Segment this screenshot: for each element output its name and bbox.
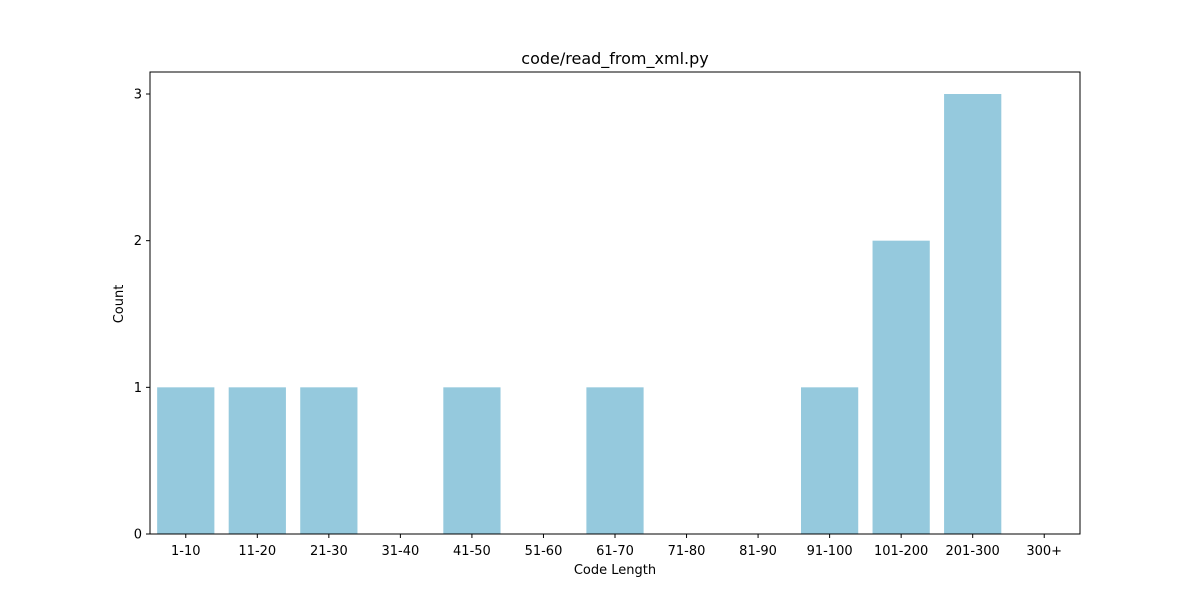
bars-group: [157, 94, 1002, 534]
x-tick-label: 71-80: [668, 544, 706, 559]
bar-91-100: [801, 387, 859, 534]
x-tick-label: 11-20: [238, 544, 276, 559]
x-tick-label: 1-10: [171, 544, 201, 559]
x-tick-label: 81-90: [739, 544, 777, 559]
bar-101-200: [872, 240, 930, 534]
x-tick-label: 300+: [1026, 544, 1062, 559]
bar-11-20: [228, 387, 286, 534]
y-axis-ticks: 0 1 2 3: [134, 88, 150, 543]
bar-41-50: [443, 387, 501, 534]
y-tick-label: 0: [134, 528, 142, 543]
bar-201-300: [944, 94, 1002, 534]
x-tick-label: 41-50: [453, 544, 491, 559]
bar-21-30: [300, 387, 358, 534]
chart-title: code/read_from_xml.py: [521, 49, 708, 69]
bar-61-70: [586, 387, 644, 534]
y-axis-label: Count: [112, 285, 127, 324]
y-tick-label: 2: [134, 234, 142, 249]
x-tick-label: 51-60: [525, 544, 563, 559]
x-tick-label: 31-40: [381, 544, 419, 559]
x-axis-label: Code Length: [574, 563, 656, 578]
bar-1-10: [157, 387, 215, 534]
x-tick-label: 101-200: [874, 544, 928, 559]
plot-frame: [149, 71, 1081, 535]
x-tick-label: 61-70: [596, 544, 634, 559]
y-tick-label: 1: [134, 381, 142, 396]
x-tick-label: 21-30: [310, 544, 348, 559]
x-tick-label: 91-100: [807, 544, 853, 559]
x-axis-ticks: 1-10 11-20 21-30 31-40 41-50 51-60 61-70 71-80 8…: [171, 534, 1062, 559]
y-tick-label: 3: [134, 88, 142, 103]
x-tick-label: 201-300: [946, 544, 1000, 559]
